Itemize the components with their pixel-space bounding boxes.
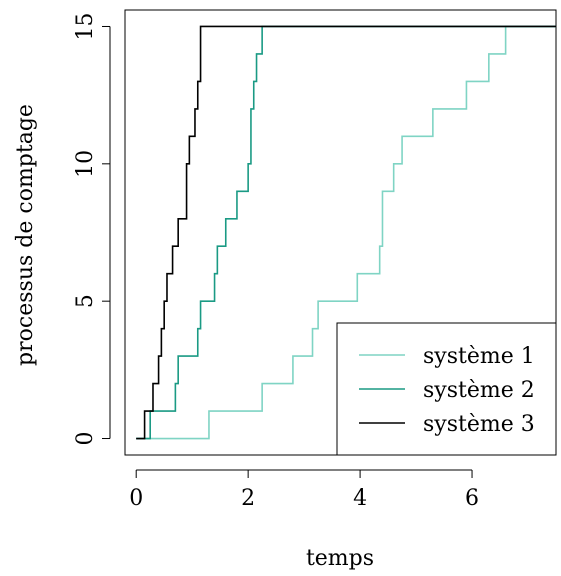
x-tick-label: 6 bbox=[465, 486, 479, 511]
x-tick-label: 4 bbox=[353, 486, 367, 511]
legend-label-2: système 2 bbox=[423, 378, 535, 403]
series-line-3 bbox=[136, 25, 556, 440]
series-line-2 bbox=[136, 25, 556, 440]
x-axis-title: temps bbox=[306, 546, 374, 571]
legend-label-1: système 1 bbox=[423, 344, 535, 369]
legend-label-3: système 3 bbox=[423, 412, 535, 437]
legend: système 1 système 2 système 3 bbox=[336, 322, 557, 456]
x-axis: 0 2 4 6 bbox=[129, 469, 479, 511]
series-line-1 bbox=[136, 25, 556, 440]
x-tick-label: 2 bbox=[241, 486, 255, 511]
series-layer bbox=[136, 25, 556, 440]
y-axis: 0 5 10 15 bbox=[73, 12, 111, 446]
x-tick-label: 0 bbox=[129, 486, 143, 511]
y-tick-label: 0 bbox=[73, 432, 98, 446]
y-tick-label: 15 bbox=[73, 12, 98, 40]
y-tick-label: 10 bbox=[73, 150, 98, 178]
y-tick-label: 5 bbox=[73, 294, 98, 308]
y-axis-title: processus de comptage bbox=[13, 104, 38, 366]
